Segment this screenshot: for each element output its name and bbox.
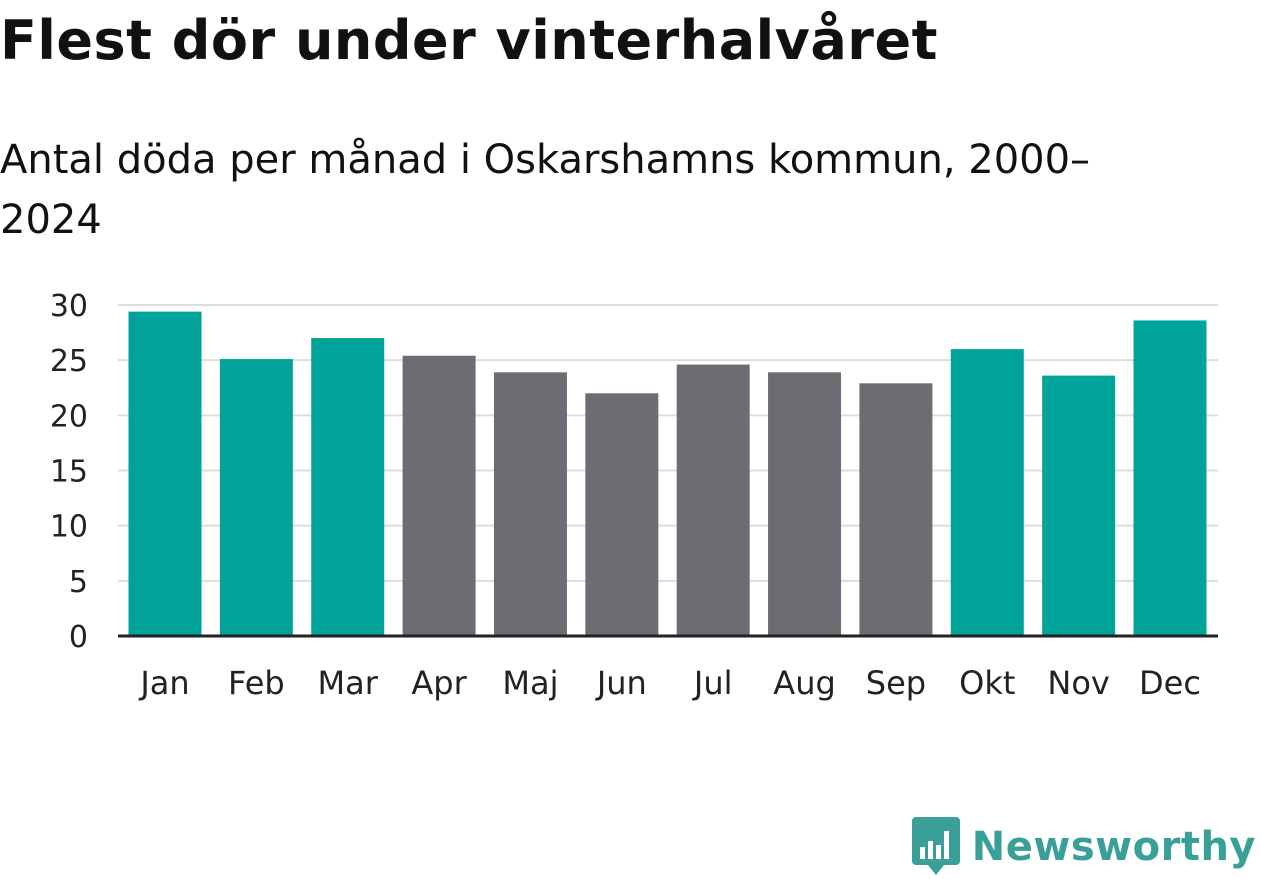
gridlines xyxy=(118,304,1218,582)
x-tick-label-okt: Okt xyxy=(959,664,1015,702)
x-tick-label-dec: Dec xyxy=(1139,664,1201,702)
x-tick-label-mar: Mar xyxy=(318,664,379,702)
x-tick-label-aug: Aug xyxy=(773,664,835,702)
x-tick-label-jan: Jan xyxy=(138,664,189,702)
bar-jun xyxy=(585,393,659,636)
x-tick-label-nov: Nov xyxy=(1047,664,1109,702)
bar-sep xyxy=(859,383,933,636)
x-axis-tick-labels: Jan Feb Mar Apr Maj Jun Jul Aug Sep Okt Nov Dec xyxy=(138,664,1201,702)
bar-dec xyxy=(1133,320,1207,636)
chart-title: Flest dör under vinterhalvåret xyxy=(0,9,938,72)
x-tick-label-jul: Jul xyxy=(692,664,733,702)
y-tick-label: 0 xyxy=(69,620,88,655)
bars xyxy=(128,311,1207,636)
y-axis-tick-labels: 0 5 10 15 20 25 30 xyxy=(50,289,88,655)
x-tick-label-sep: Sep xyxy=(866,664,926,702)
x-tick-label-apr: Apr xyxy=(411,664,467,702)
bar-okt xyxy=(950,349,1024,636)
x-tick-label-maj: Maj xyxy=(502,664,558,702)
newsworthy-logo: Newsworthy xyxy=(911,817,1256,877)
bar-aug xyxy=(768,372,842,636)
bar-apr xyxy=(402,355,476,636)
y-tick-label: 5 xyxy=(69,565,88,600)
y-tick-label: 15 xyxy=(50,455,88,490)
bar-feb xyxy=(219,359,293,636)
y-tick-label: 30 xyxy=(50,289,88,324)
bar-jan xyxy=(128,311,202,636)
chart-subtitle: Antal döda per månad i Oskarshamns kommu… xyxy=(0,137,1091,243)
bar-jul xyxy=(676,364,750,636)
x-tick-label-jun: Jun xyxy=(595,664,647,702)
y-tick-label: 20 xyxy=(50,399,88,434)
logo-text: Newsworthy xyxy=(971,824,1256,870)
x-tick-label-feb: Feb xyxy=(228,664,285,702)
bar-maj xyxy=(493,372,567,636)
bar-mar xyxy=(311,338,385,636)
bar-chart-bubble-icon xyxy=(911,817,960,875)
y-tick-label: 25 xyxy=(50,344,88,379)
bar-nov xyxy=(1042,375,1116,636)
y-tick-label: 10 xyxy=(50,510,88,545)
